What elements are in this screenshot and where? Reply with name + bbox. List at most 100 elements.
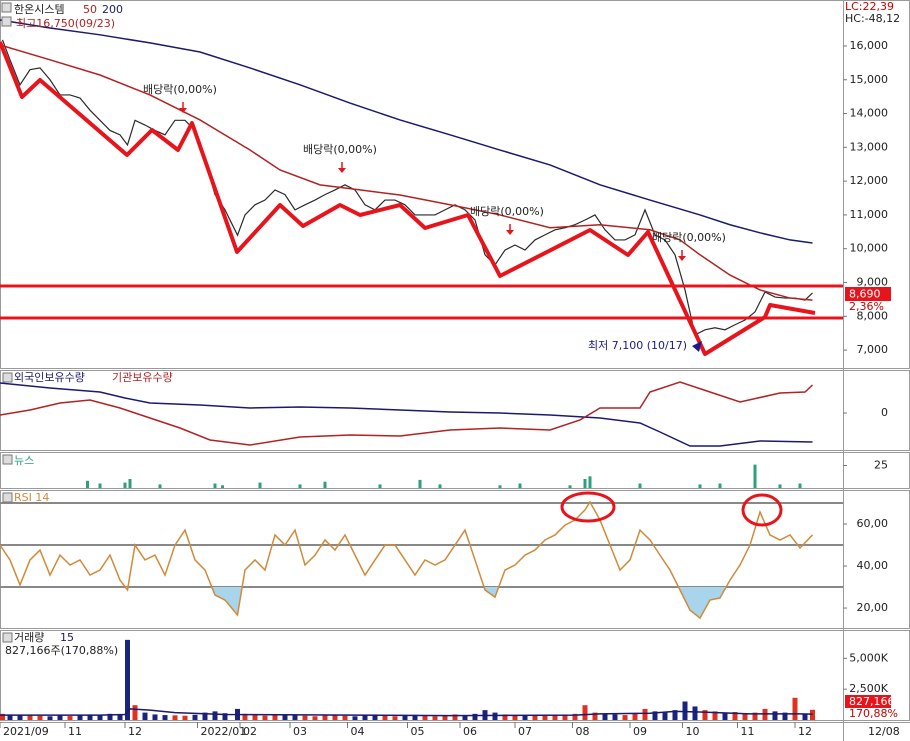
x-tick-label: 07 (518, 725, 532, 738)
bar (378, 484, 382, 488)
bar (128, 479, 132, 488)
bar (518, 483, 522, 488)
panel-icon[interactable] (2, 372, 13, 383)
last-change: 2,36% (849, 300, 884, 313)
bar (712, 711, 718, 720)
series-line (0, 708, 813, 717)
dividend-label: 배당락(0,00%) (470, 205, 544, 218)
bar (258, 482, 262, 488)
x-tick-label: 02 (243, 725, 257, 738)
bar (202, 712, 208, 720)
bar (332, 714, 338, 720)
x-tick-label: 11 (68, 725, 82, 738)
holdings-panel (0, 370, 910, 451)
bar (452, 714, 458, 720)
bar (682, 701, 688, 720)
bar (582, 705, 588, 720)
bar (522, 715, 528, 720)
x-tick-label: 04 (351, 725, 365, 738)
bar (438, 484, 442, 488)
dividend-label: 배당락(0,00%) (303, 143, 377, 156)
panel-icon[interactable] (2, 632, 13, 643)
bar (125, 639, 130, 720)
x-tick-label: 06 (463, 725, 477, 738)
bar (372, 714, 378, 720)
dividend-arrow (338, 168, 346, 173)
y-tick-label: 12,000 (850, 174, 889, 187)
bar (782, 712, 788, 720)
bar (412, 714, 418, 720)
x-tick-label: 05 (411, 725, 425, 738)
bar (322, 715, 328, 720)
dividend-arrow (179, 108, 187, 113)
y-tick-label: 8,000 (857, 309, 889, 322)
bar (67, 716, 73, 720)
bar (562, 714, 568, 720)
dividend-arrow (678, 256, 686, 261)
panel-icon[interactable] (2, 492, 13, 503)
bar (718, 483, 722, 488)
panel-icon[interactable] (1, 16, 12, 27)
x-tick-label: 12 (798, 725, 812, 738)
legend-volume-ma: 15 (60, 631, 74, 644)
data-layer (0, 19, 843, 720)
y-tick-label: 20,00 (857, 601, 889, 614)
bar (752, 712, 758, 720)
x-tick-label: 12 (128, 725, 142, 738)
bar (702, 710, 708, 720)
bar (282, 715, 288, 720)
bar (142, 712, 148, 720)
bar (57, 715, 63, 720)
y-tick-label: 25 (874, 459, 888, 472)
bar (692, 706, 698, 720)
bar (262, 715, 268, 720)
bar (642, 708, 648, 720)
bar (672, 710, 678, 720)
bar (352, 716, 358, 720)
panel-icon[interactable] (2, 454, 13, 465)
bar (802, 713, 808, 720)
series-line (0, 44, 813, 301)
bar (312, 716, 318, 720)
bar (418, 479, 422, 488)
dividend-label: 배당락(0,00%) (143, 83, 217, 96)
last-price: 8,690 (849, 288, 881, 301)
panel-icon[interactable] (1, 2, 12, 13)
x-tick-label: 09 (633, 725, 647, 738)
news-panel (0, 452, 910, 489)
series-line (0, 19, 813, 244)
bar (502, 714, 508, 720)
bar (302, 715, 308, 720)
last-volume-change: 170,88% (849, 707, 898, 720)
bar (47, 716, 53, 720)
bar (392, 716, 398, 720)
bar (792, 697, 798, 720)
bar (323, 481, 327, 488)
bar (772, 711, 778, 720)
bar (272, 714, 278, 720)
high-label: 최고16,750(09/23) (16, 17, 115, 30)
bar (342, 715, 348, 720)
bar (778, 484, 782, 488)
bar (632, 713, 638, 720)
bar (798, 483, 802, 488)
x-tick-label: 08 (576, 725, 590, 738)
y-tick-label: 60,00 (857, 517, 889, 530)
bar (123, 482, 127, 488)
bar (498, 485, 502, 488)
bar (622, 715, 628, 720)
bar (698, 484, 702, 488)
bar (592, 712, 598, 720)
y-tick-label: 10,000 (850, 242, 889, 255)
bar (442, 715, 448, 720)
bar (552, 715, 558, 720)
user-drawings (0, 41, 843, 527)
y-tick-label: 16,000 (850, 39, 889, 52)
x-tick-label: 11 (741, 725, 755, 738)
y-tick-label: 15,000 (850, 73, 889, 86)
x-tick-label: 2022/01 (201, 725, 247, 738)
bar (117, 714, 123, 720)
stock-name: 한온시스템 (14, 3, 65, 16)
bar (192, 714, 198, 720)
